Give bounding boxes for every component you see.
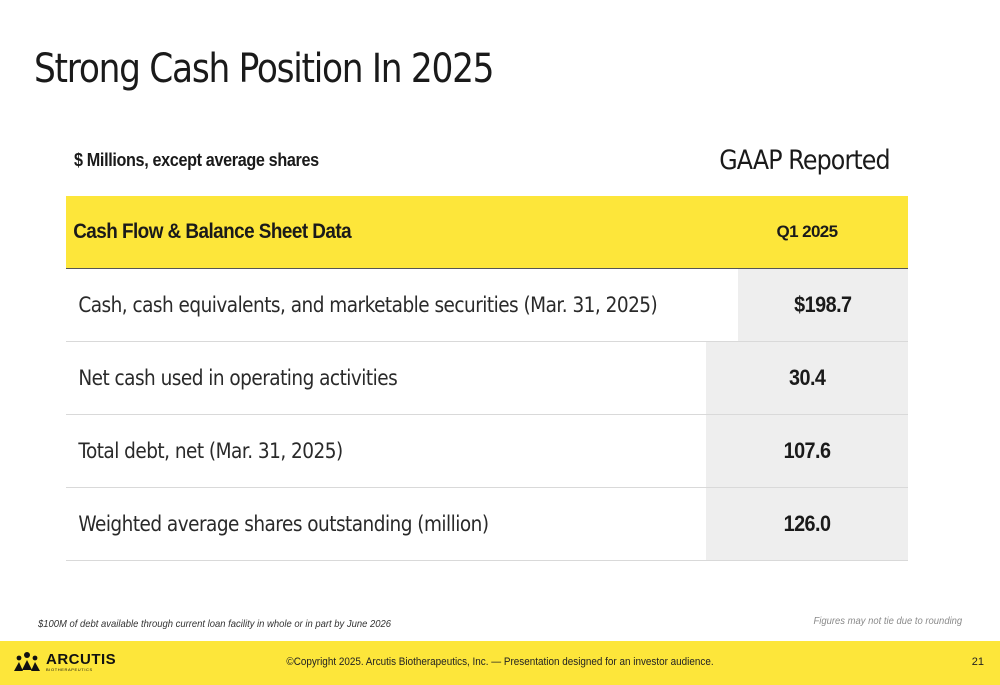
table-row: Cash, cash equivalents, and marketable s…	[66, 269, 908, 342]
logo-subtitle: BIOTHERAPEUTICS	[46, 667, 93, 672]
table-header-period: Q1 2025	[776, 222, 838, 241]
row-value-cell: $198.7	[737, 269, 908, 341]
row-label: Net cash used in operating activities	[78, 366, 398, 390]
company-logo: ARCUTIS BIOTHERAPEUTICS	[12, 651, 116, 673]
row-value-cell: 126.0	[706, 488, 908, 560]
debt-footnote: $100M of debt available through current …	[38, 618, 392, 630]
row-value-cell: 30.4	[706, 342, 908, 414]
copyright-text: ©Copyright 2025. Arcutis Biotherapeutics…	[286, 656, 714, 668]
table-header: Cash Flow & Balance Sheet Data Q1 2025	[66, 196, 908, 269]
table-header-label: Cash Flow & Balance Sheet Data	[73, 220, 352, 243]
page-number: 21	[971, 656, 984, 668]
column-group-label: GAAP Reported	[719, 145, 891, 176]
table-row: Total debt, net (Mar. 31, 2025) 107.6	[66, 415, 908, 488]
rounding-footnote: Figures may not tie due to rounding	[813, 615, 962, 627]
row-value: 126.0	[783, 511, 831, 536]
row-label: Total debt, net (Mar. 31, 2025)	[78, 439, 343, 463]
table-row: Weighted average shares outstanding (mil…	[66, 488, 908, 561]
logo-name: ARCUTIS	[46, 651, 117, 668]
row-label: Weighted average shares outstanding (mil…	[78, 512, 489, 536]
logo-figures-icon	[14, 652, 40, 671]
row-value-cell: 107.6	[706, 415, 908, 487]
row-value: $198.7	[794, 292, 852, 317]
units-label: $ Millions, except average shares	[74, 150, 319, 170]
row-value: 30.4	[788, 365, 826, 390]
row-label: Cash, cash equivalents, and marketable s…	[78, 293, 658, 317]
page-title: Strong Cash Position In 2025	[34, 46, 495, 92]
row-value: 107.6	[783, 438, 831, 463]
slide-footer: ARCUTIS BIOTHERAPEUTICS ©Copyright 2025.…	[0, 641, 1000, 685]
cash-flow-table: Cash Flow & Balance Sheet Data Q1 2025 C…	[66, 196, 908, 561]
table-row: Net cash used in operating activities 30…	[66, 342, 908, 415]
